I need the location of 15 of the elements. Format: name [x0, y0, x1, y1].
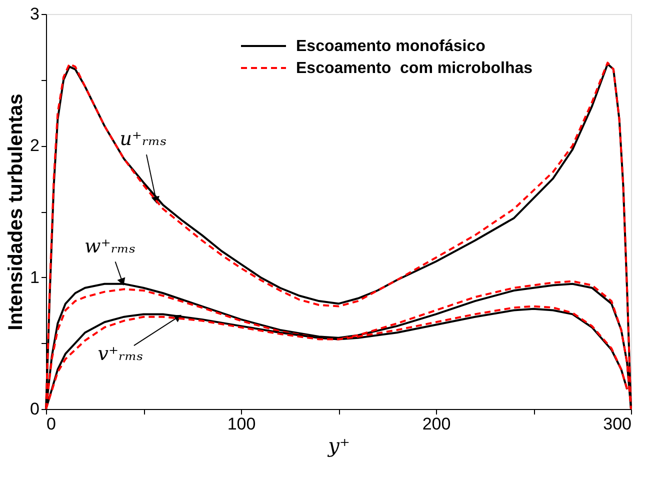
annotation: w⁺ᵣₘₛ: [84, 236, 136, 258]
legend-label: Escoamento com microbolhas: [296, 60, 533, 77]
x-tick-label: 200: [422, 414, 451, 434]
x-tick-label: 0: [46, 414, 56, 434]
y-tick-label: 1: [30, 268, 40, 287]
x-tick-label: 100: [227, 414, 256, 434]
annotation: v⁺ᵣₘₛ: [98, 343, 144, 366]
y-tick-label: 3: [30, 4, 40, 24]
annotation: u⁺ᵣₘₛ: [120, 128, 167, 150]
y-axis-title: Intensidades turbulentas: [5, 94, 28, 330]
legend-label: Escoamento monofásico: [296, 38, 486, 55]
x-axis-title: y⁺: [327, 434, 350, 458]
y-tick-label: 0: [30, 400, 40, 418]
y-tick-label: 2: [30, 136, 40, 156]
x-tick-label: 300: [603, 414, 632, 434]
